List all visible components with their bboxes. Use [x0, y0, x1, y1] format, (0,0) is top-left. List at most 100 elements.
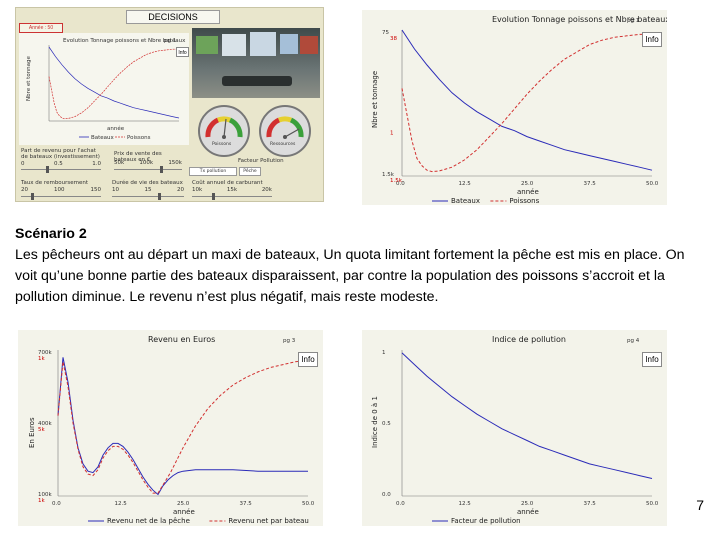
series-line-poissons	[401, 33, 652, 173]
scenario-text: Scénario 2 Les pêcheurs ont au départ un…	[15, 224, 705, 308]
tx-pollution-button[interactable]: Tx pollution	[189, 167, 237, 176]
y-tick-label: 700k	[38, 350, 52, 356]
slider-tick: 150	[90, 187, 102, 193]
x-tick-label: 37.5	[584, 181, 597, 187]
series-line-revenu-net-de-la-p-che	[57, 357, 308, 496]
y-tick-label-red: 38	[390, 36, 397, 42]
chart-page-label: pg 1	[627, 18, 639, 24]
slider-tick: 15	[144, 187, 152, 193]
mini-chart-xlabel: année	[107, 125, 125, 132]
screen-4	[280, 34, 298, 54]
chart-revenue-info-button[interactable]: Info	[298, 352, 318, 367]
gauge-left-svg	[205, 116, 243, 139]
slider-prix-label: Prix de vente des bateaux en €	[114, 151, 162, 163]
slider-tick: 20	[177, 187, 184, 193]
mini-legend-bateaux: Bateaux	[91, 135, 115, 141]
mini-chart-title: Evolution Tonnage poissons et Nbre batea…	[63, 38, 186, 44]
mini-series-line	[48, 46, 180, 119]
legend-label: Poissons	[509, 197, 539, 205]
slider-track	[112, 196, 184, 197]
chart-ylabel: En Euros	[28, 417, 36, 448]
x-tick-label: 12.5	[459, 501, 472, 507]
chart-pollution-info-button[interactable]: Info	[642, 352, 662, 367]
y-tick-label-red: 5k	[38, 427, 45, 433]
legend-label: Revenu net par bateau	[228, 517, 308, 525]
x-tick-label: 12.5	[459, 181, 472, 187]
control-room-image	[192, 28, 320, 98]
slider-tick: 20k	[261, 187, 272, 193]
y-tick-label-red: 1k	[38, 498, 45, 504]
x-tick-label: 37.5	[240, 501, 253, 507]
chart-xlabel: année	[173, 508, 195, 516]
control-table	[222, 76, 292, 86]
slider-remb-label: Taux de remboursement	[21, 180, 89, 186]
page-number: 7	[696, 497, 704, 513]
screen-1	[196, 36, 218, 54]
slider-carburant[interactable]: Coût annuel de carburant 10k 15k 20k	[192, 180, 272, 200]
slider-carb-ticks: 10k 15k 20k	[192, 187, 272, 193]
x-tick-label: 50.0	[646, 181, 659, 187]
series-line-bateaux	[401, 29, 653, 171]
y-tick-label: 0.0	[382, 492, 391, 498]
screen-5	[300, 36, 318, 54]
x-tick-label: 0.0	[396, 501, 405, 507]
chart-fish-boats-info-button[interactable]: Info	[642, 32, 662, 47]
year-badge: Année : 50	[19, 23, 63, 33]
slider-thumb[interactable]	[158, 193, 161, 200]
slider-tick: 0	[21, 161, 25, 167]
slider-tick: 100k	[139, 160, 154, 166]
screen-3	[250, 32, 276, 56]
legend-label: Revenu net de la pêche	[107, 517, 190, 525]
mini-series-line	[48, 48, 179, 120]
x-tick-label: 0.0	[396, 181, 405, 187]
mini-chart-box: Evolution Tonnage poissons et Nbre batea…	[19, 33, 189, 145]
y-tick-label: 75	[382, 30, 389, 36]
y-tick-label-red: 1k	[38, 356, 45, 362]
slider-thumb[interactable]	[160, 166, 163, 173]
slider-duree-ticks: 10 15 20	[112, 187, 184, 193]
mini-chart-page: pg 1	[164, 38, 176, 44]
mini-info-button[interactable]: Info	[176, 47, 189, 57]
chart-title: Indice de pollution	[492, 335, 566, 344]
slider-thumb[interactable]	[212, 193, 215, 200]
x-tick-label: 25.0	[521, 501, 534, 507]
slider-tick: 150k	[168, 160, 182, 166]
mini-chart-svg: Evolution Tonnage poissons et Nbre batea…	[26, 38, 186, 141]
slider-invest-ticks: 0 0.5 1.0	[21, 161, 101, 167]
gauge-right-label: Ressources	[270, 142, 296, 147]
slider-track	[192, 196, 272, 197]
slider-prix[interactable]: Prix de vente des bateaux en € 50k 100k 15…	[114, 151, 182, 173]
y-tick-label: 1	[382, 350, 386, 356]
peche-button[interactable]: Pêche	[239, 167, 261, 176]
chart-pollution: Indice de pollution pg 4 Indice de 0 à 1 0.…	[362, 330, 667, 526]
slider-carb-label: Coût annuel de carburant	[192, 180, 263, 186]
chart-title: Evolution Tonnage poissons et Nbre batea…	[492, 15, 667, 24]
slider-thumb[interactable]	[31, 193, 34, 200]
y-tick-label-red: 1.5k	[390, 178, 403, 184]
slider-tick: 20	[21, 187, 28, 193]
chart-fish-boats-svg: Evolution Tonnage poissons et Nbre batea…	[371, 15, 667, 205]
slider-thumb[interactable]	[46, 166, 49, 173]
decisions-panel: DECISIONS Année : 50 Evolution Tonnage p…	[15, 7, 324, 202]
slider-tick: 0.5	[54, 161, 63, 167]
x-tick-label: 12.5	[115, 501, 128, 507]
legend-label: Facteur de pollution	[451, 517, 521, 525]
slider-tick: 10k	[192, 187, 203, 193]
chart-fish-boats: Evolution Tonnage poissons et Nbre batea…	[362, 10, 667, 205]
slider-remboursement[interactable]: Taux de remboursement 20 100 150	[21, 180, 101, 200]
legend-label: Bateaux	[451, 197, 480, 205]
gauge-left-label: Poissons	[212, 142, 232, 147]
y-tick-label: 1.5k	[382, 172, 395, 178]
gauge-left: Poissons	[198, 105, 250, 157]
mini-chart-ylabel: Nbre et tonnage	[26, 55, 32, 101]
x-tick-label: 50.0	[646, 501, 659, 507]
slider-invest-label: Part de revenu pour l'achat de bateaux (…	[21, 148, 100, 160]
slider-remb-ticks: 20 100 150	[21, 187, 101, 193]
x-tick-label: 25.0	[521, 181, 534, 187]
x-tick-label: 37.5	[584, 501, 597, 507]
slider-duree-label: Durée de vie des bateaux	[112, 180, 183, 186]
slider-duree[interactable]: Durée de vie des bateaux 10 15 20	[112, 180, 184, 200]
x-tick-label: 0.0	[52, 501, 61, 507]
scenario-heading: Scénario 2	[15, 226, 87, 242]
slider-invest[interactable]: Part de revenu pour l'achat de bateaux (…	[21, 148, 101, 173]
